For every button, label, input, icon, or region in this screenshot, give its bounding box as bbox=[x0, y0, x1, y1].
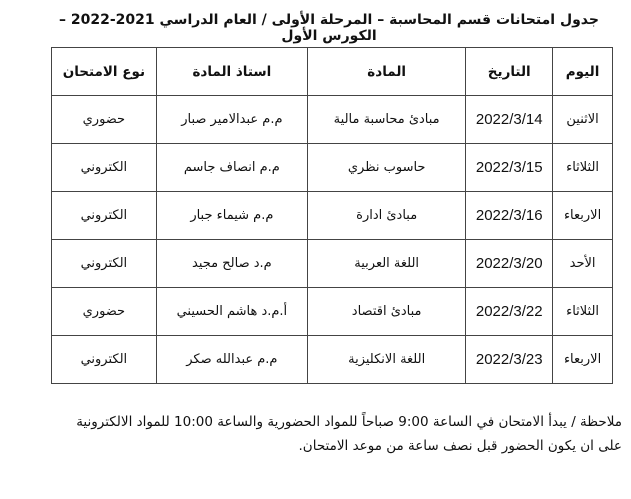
header-professor: استاذ المادة bbox=[155, 47, 309, 96]
table-row: الاربعاء 2022/3/16 مبادئ ادارة م.م شيماء جب… bbox=[51, 191, 613, 240]
cell-date: 2022/3/14 bbox=[465, 95, 554, 144]
note-line-2: على ان يكون الحضور قبل نصف ساعة من موعد … bbox=[298, 438, 623, 454]
cell-day: الأحد bbox=[552, 239, 613, 288]
header-day: اليوم bbox=[552, 47, 613, 96]
document-title: جدول امتحانات قسم المحاسبة – المرحلة الأ… bbox=[59, 12, 599, 44]
header-exam-type: نوع الامتحان bbox=[51, 47, 157, 96]
cell-subject: اللغة الانكليزية bbox=[307, 335, 467, 384]
cell-subject: حاسوب نظري bbox=[307, 143, 467, 192]
cell-day: الاثنين bbox=[552, 95, 613, 144]
table-row: الثلاثاء 2022/3/15 حاسوب نظري م.م انصاف جاس… bbox=[51, 143, 613, 192]
table-row: الثلاثاء 2022/3/22 مبادئ اقتصاد أ.م.د هاشم … bbox=[51, 287, 613, 336]
cell-day: الثلاثاء bbox=[552, 143, 613, 192]
cell-exam-type: حضوري bbox=[51, 287, 157, 336]
note: ملاحظة / يبدأ الامتحان في الساعة 9:00 صب… bbox=[40, 410, 622, 458]
header-subject: المادة bbox=[307, 47, 467, 96]
cell-date: 2022/3/22 bbox=[465, 287, 554, 336]
note-line-1: ملاحظة / يبدأ الامتحان في الساعة 9:00 صب… bbox=[76, 414, 622, 430]
cell-professor: م.م انصاف جاسم bbox=[155, 143, 309, 192]
cell-subject: مبادئ محاسبة مالية bbox=[307, 95, 467, 144]
cell-professor: م.م عبدالله صكر bbox=[155, 335, 309, 384]
exam-schedule-table: اليوم التاريخ المادة استاذ المادة نوع ال… bbox=[51, 47, 613, 384]
cell-day: الثلاثاء bbox=[552, 287, 613, 336]
cell-date: 2022/3/16 bbox=[465, 191, 554, 240]
table-row: الأحد 2022/3/20 اللغة العربية م.د صالح مجيد… bbox=[51, 239, 613, 288]
table-row: الاربعاء 2022/3/23 اللغة الانكليزية م.م عبد… bbox=[51, 335, 613, 384]
cell-exam-type: الكتروني bbox=[51, 239, 157, 288]
cell-subject: مبادئ اقتصاد bbox=[307, 287, 467, 336]
cell-exam-type: حضوري bbox=[51, 95, 157, 144]
cell-exam-type: الكتروني bbox=[51, 143, 157, 192]
table-row: الاثنين 2022/3/14 مبادئ محاسبة مالية م.م عب… bbox=[51, 95, 613, 144]
cell-professor: أ.م.د هاشم الحسيني bbox=[155, 287, 309, 336]
cell-exam-type: الكتروني bbox=[51, 335, 157, 384]
cell-professor: م.م شيماء جبار bbox=[155, 191, 309, 240]
cell-day: الاربعاء bbox=[552, 335, 613, 384]
cell-exam-type: الكتروني bbox=[51, 191, 157, 240]
cell-professor: م.م عبدالامير صبار bbox=[155, 95, 309, 144]
cell-day: الاربعاء bbox=[552, 191, 613, 240]
cell-date: 2022/3/15 bbox=[465, 143, 554, 192]
cell-date: 2022/3/20 bbox=[465, 239, 554, 288]
cell-subject: اللغة العربية bbox=[307, 239, 467, 288]
cell-professor: م.د صالح مجيد bbox=[155, 239, 309, 288]
header-date: التاريخ bbox=[465, 47, 554, 96]
cell-subject: مبادئ ادارة bbox=[307, 191, 467, 240]
table-header-row: اليوم التاريخ المادة استاذ المادة نوع ال… bbox=[51, 47, 613, 96]
cell-date: 2022/3/23 bbox=[465, 335, 554, 384]
